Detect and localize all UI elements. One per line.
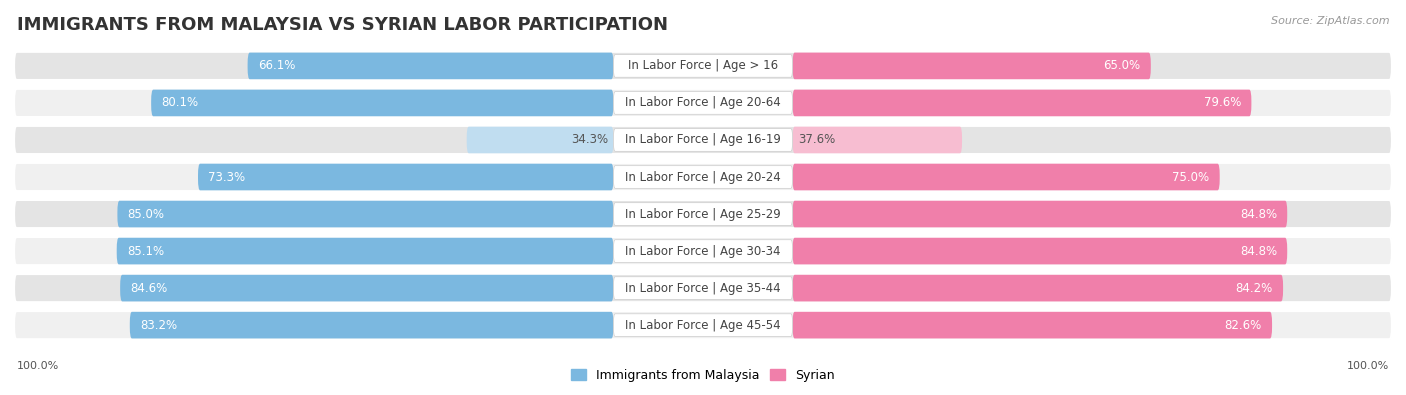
FancyBboxPatch shape <box>613 314 793 337</box>
FancyBboxPatch shape <box>613 277 793 299</box>
FancyBboxPatch shape <box>14 200 1392 228</box>
FancyBboxPatch shape <box>793 53 1152 79</box>
FancyBboxPatch shape <box>613 55 793 77</box>
Text: 82.6%: 82.6% <box>1225 319 1261 332</box>
Text: 79.6%: 79.6% <box>1204 96 1241 109</box>
Text: In Labor Force | Age 16-19: In Labor Force | Age 16-19 <box>626 134 780 147</box>
FancyBboxPatch shape <box>14 163 1392 191</box>
FancyBboxPatch shape <box>613 240 793 262</box>
Text: 73.3%: 73.3% <box>208 171 246 184</box>
Text: 84.2%: 84.2% <box>1236 282 1272 295</box>
FancyBboxPatch shape <box>14 237 1392 265</box>
Text: 85.0%: 85.0% <box>128 207 165 220</box>
Text: In Labor Force | Age 35-44: In Labor Force | Age 35-44 <box>626 282 780 295</box>
Text: 75.0%: 75.0% <box>1173 171 1209 184</box>
Text: 37.6%: 37.6% <box>799 134 835 147</box>
Text: 66.1%: 66.1% <box>257 59 295 72</box>
Text: In Labor Force | Age 30-34: In Labor Force | Age 30-34 <box>626 245 780 258</box>
FancyBboxPatch shape <box>793 275 1284 301</box>
FancyBboxPatch shape <box>14 274 1392 302</box>
FancyBboxPatch shape <box>793 164 1219 190</box>
Text: In Labor Force | Age 20-24: In Labor Force | Age 20-24 <box>626 171 780 184</box>
Text: In Labor Force | Age > 16: In Labor Force | Age > 16 <box>628 59 778 72</box>
Text: In Labor Force | Age 45-54: In Labor Force | Age 45-54 <box>626 319 780 332</box>
FancyBboxPatch shape <box>14 52 1392 80</box>
FancyBboxPatch shape <box>14 311 1392 339</box>
Text: 84.8%: 84.8% <box>1240 207 1277 220</box>
FancyBboxPatch shape <box>120 275 613 301</box>
FancyBboxPatch shape <box>793 201 1288 228</box>
Text: Source: ZipAtlas.com: Source: ZipAtlas.com <box>1271 16 1389 26</box>
Text: 83.2%: 83.2% <box>141 319 177 332</box>
FancyBboxPatch shape <box>117 238 613 264</box>
FancyBboxPatch shape <box>117 201 613 228</box>
FancyBboxPatch shape <box>152 90 613 116</box>
Text: 100.0%: 100.0% <box>1347 361 1389 371</box>
Text: 100.0%: 100.0% <box>17 361 59 371</box>
Text: IMMIGRANTS FROM MALAYSIA VS SYRIAN LABOR PARTICIPATION: IMMIGRANTS FROM MALAYSIA VS SYRIAN LABOR… <box>17 16 668 34</box>
Text: In Labor Force | Age 25-29: In Labor Force | Age 25-29 <box>626 207 780 220</box>
FancyBboxPatch shape <box>247 53 613 79</box>
Text: 84.6%: 84.6% <box>131 282 167 295</box>
FancyBboxPatch shape <box>613 166 793 188</box>
FancyBboxPatch shape <box>793 90 1251 116</box>
FancyBboxPatch shape <box>793 312 1272 339</box>
FancyBboxPatch shape <box>467 127 613 153</box>
Text: 84.8%: 84.8% <box>1240 245 1277 258</box>
FancyBboxPatch shape <box>793 238 1288 264</box>
Text: 85.1%: 85.1% <box>127 245 165 258</box>
FancyBboxPatch shape <box>613 203 793 226</box>
FancyBboxPatch shape <box>198 164 613 190</box>
FancyBboxPatch shape <box>14 89 1392 117</box>
FancyBboxPatch shape <box>14 126 1392 154</box>
FancyBboxPatch shape <box>613 129 793 151</box>
Text: 65.0%: 65.0% <box>1104 59 1140 72</box>
FancyBboxPatch shape <box>129 312 613 339</box>
FancyBboxPatch shape <box>613 92 793 114</box>
Legend: Immigrants from Malaysia, Syrian: Immigrants from Malaysia, Syrian <box>571 369 835 382</box>
Text: 34.3%: 34.3% <box>571 134 607 147</box>
Text: In Labor Force | Age 20-64: In Labor Force | Age 20-64 <box>626 96 780 109</box>
FancyBboxPatch shape <box>793 127 962 153</box>
Text: 80.1%: 80.1% <box>162 96 198 109</box>
